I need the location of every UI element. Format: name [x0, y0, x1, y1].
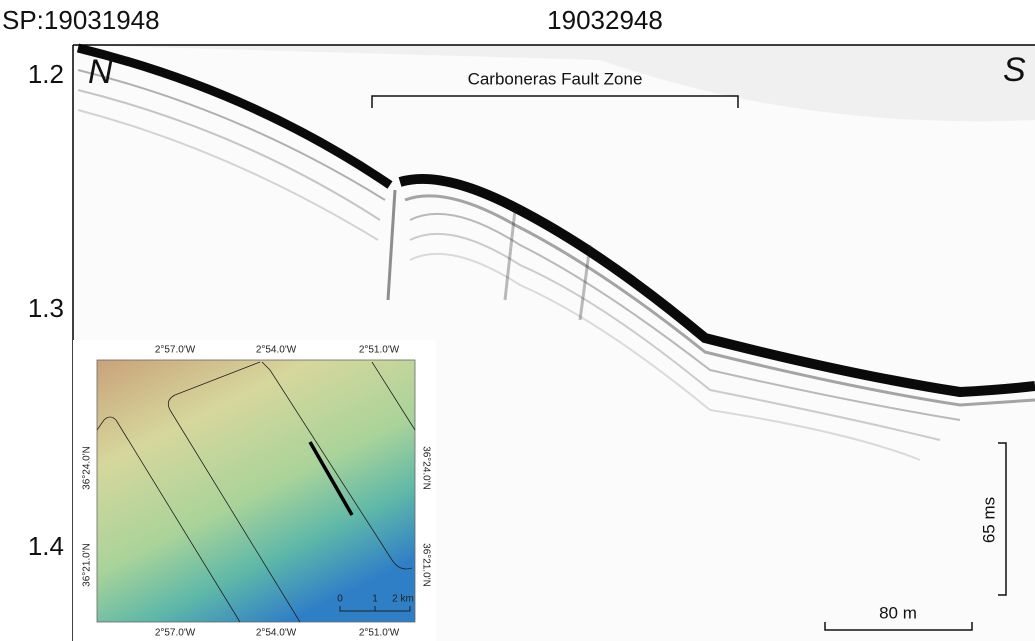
inset-right-label: 36°21.0'N [420, 543, 431, 587]
south-label: S [1003, 51, 1026, 89]
inset-scale-label: 2 km [392, 594, 414, 605]
axis-label: 1.4 [28, 531, 64, 561]
inset-bottom-label: 2°51.0'W [359, 628, 400, 639]
reflectors [76, 43, 1035, 461]
inset-map [73, 340, 436, 641]
inset-left-label: 36°24.0'N [82, 446, 93, 490]
inset-right-label: 36°24.0'N [420, 446, 431, 490]
inset-left-label: 36°21.0'N [82, 543, 93, 587]
inset-top-label: 2°51.0'W [359, 345, 400, 356]
inset-bottom-label: 2°57.0'W [155, 628, 196, 639]
inset-bottom-label: 2°54.0'W [256, 628, 297, 639]
axis-label: 1.3 [28, 293, 64, 323]
fault-zone-bracket [371, 95, 739, 108]
vertical-scale-bar [998, 442, 1007, 596]
vertical-scale-label: 65 ms [979, 497, 998, 543]
north-label: N [88, 53, 113, 91]
horizontal-scale-bar [824, 622, 973, 631]
shot-point-start: SP:19031948 [2, 5, 160, 35]
inset-scale-label: 1 [372, 594, 378, 605]
fault-zone-label: Carboneras Fault Zone [468, 69, 643, 88]
inset-top-label: 2°54.0'W [256, 345, 297, 356]
shot-point-end: 19032948 [547, 5, 663, 35]
water-column [73, 45, 1035, 122]
inset-scale-label: 0 [337, 594, 343, 605]
horizontal-scale-label: 80 m [879, 603, 917, 622]
inset-top-label: 2°57.0'W [155, 345, 196, 356]
axis-label: 1.2 [28, 59, 64, 89]
